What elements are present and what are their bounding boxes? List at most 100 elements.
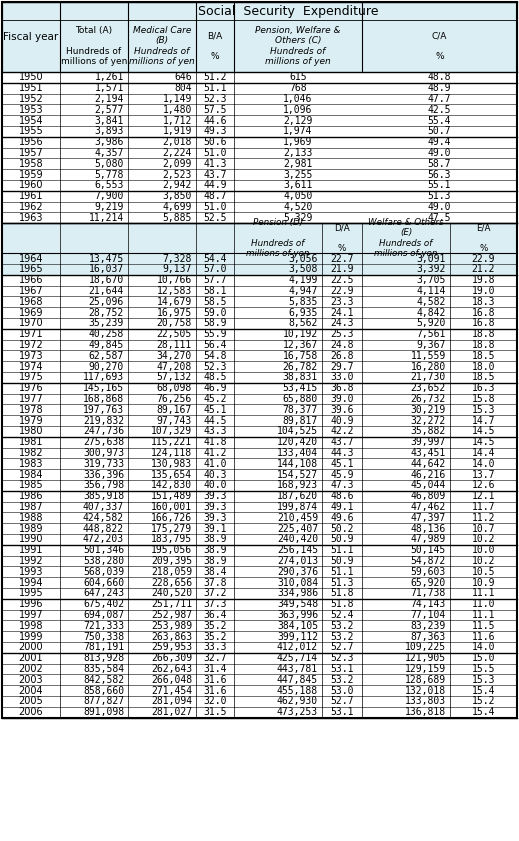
Text: 5,835: 5,835 [289, 297, 318, 307]
Text: 38.9: 38.9 [203, 534, 227, 544]
Bar [2, 115, 517, 126]
Text: 47.5: 47.5 [428, 213, 451, 223]
Text: 290,376: 290,376 [277, 567, 318, 577]
Text: 225,407: 225,407 [277, 524, 318, 533]
Text: 55.1: 55.1 [428, 181, 451, 190]
Text: 3,091: 3,091 [417, 254, 446, 263]
Text: 1950: 1950 [19, 72, 43, 82]
Text: 1964: 1964 [19, 254, 43, 263]
Text: 47.3: 47.3 [330, 480, 354, 490]
Text: 51.1: 51.1 [330, 545, 354, 555]
Text: 11,559: 11,559 [411, 351, 446, 361]
Text: 3,986: 3,986 [94, 137, 124, 147]
Text: 12.1: 12.1 [472, 491, 495, 501]
Text: 2002: 2002 [19, 664, 44, 674]
Text: 10,766: 10,766 [157, 275, 192, 285]
Text: 2,129: 2,129 [283, 115, 312, 125]
Text: 43.7: 43.7 [330, 437, 354, 447]
Text: 46,216: 46,216 [411, 469, 446, 479]
Text: 407,337: 407,337 [83, 502, 124, 512]
Text: 49.0: 49.0 [428, 148, 451, 158]
Bar [2, 82, 517, 93]
Text: 15.0: 15.0 [472, 653, 495, 664]
Text: 11.2: 11.2 [472, 513, 495, 523]
Text: 1993: 1993 [19, 567, 43, 577]
Text: 18.5: 18.5 [472, 373, 495, 383]
Text: 219,832: 219,832 [83, 415, 124, 426]
Bar [2, 93, 517, 104]
Text: 281,027: 281,027 [151, 707, 192, 717]
Text: 43.7: 43.7 [203, 170, 227, 180]
Text: B/A

%: B/A % [208, 31, 223, 61]
Text: 1997: 1997 [19, 610, 43, 620]
Text: 52.7: 52.7 [330, 643, 354, 653]
Text: 22.5: 22.5 [330, 275, 354, 285]
Text: 48,136: 48,136 [411, 524, 446, 533]
Text: 144,108: 144,108 [277, 459, 318, 468]
Text: 51.3: 51.3 [428, 191, 451, 201]
Text: 281,094: 281,094 [151, 696, 192, 706]
Text: 1983: 1983 [19, 459, 43, 468]
Text: 41.0: 41.0 [203, 459, 227, 468]
Text: 151,489: 151,489 [151, 491, 192, 501]
Text: 1955: 1955 [19, 126, 44, 136]
Text: 1971: 1971 [19, 329, 43, 339]
Text: 47,462: 47,462 [411, 502, 446, 512]
Text: 50.6: 50.6 [203, 137, 227, 147]
Text: 43,451: 43,451 [411, 448, 446, 458]
Text: 26.8: 26.8 [330, 351, 354, 361]
Bar [2, 307, 517, 318]
Text: 209,395: 209,395 [151, 556, 192, 566]
Text: 646: 646 [174, 72, 192, 82]
Text: 14.0: 14.0 [472, 643, 495, 653]
Text: 443,781: 443,781 [277, 664, 318, 674]
Text: 52.7: 52.7 [330, 696, 354, 706]
Text: 54,872: 54,872 [411, 556, 446, 566]
Text: 51.1: 51.1 [330, 567, 354, 577]
Text: 50.9: 50.9 [330, 534, 354, 544]
Text: 31.4: 31.4 [203, 664, 227, 674]
Text: 10,192: 10,192 [283, 329, 318, 339]
Bar [2, 253, 517, 264]
Text: 4,050: 4,050 [283, 191, 312, 201]
Text: 36.8: 36.8 [330, 383, 354, 394]
Text: 13.7: 13.7 [472, 469, 495, 479]
Text: 53.2: 53.2 [330, 674, 354, 685]
Text: 6,935: 6,935 [289, 308, 318, 318]
Text: 9,367: 9,367 [417, 340, 446, 350]
Bar [2, 286, 517, 296]
Text: 52.4: 52.4 [330, 610, 354, 620]
Text: 15.3: 15.3 [472, 674, 495, 685]
Text: 31.6: 31.6 [203, 685, 227, 696]
Text: 39.6: 39.6 [330, 405, 354, 415]
Text: 97,743: 97,743 [157, 415, 192, 426]
Text: 45.2: 45.2 [203, 394, 227, 404]
Text: 842,582: 842,582 [83, 674, 124, 685]
Text: 10.2: 10.2 [472, 534, 495, 544]
Text: 35,882: 35,882 [411, 426, 446, 436]
Text: 253,989: 253,989 [151, 621, 192, 631]
Bar [2, 361, 517, 372]
Text: 38,831: 38,831 [283, 373, 318, 383]
Text: 47,989: 47,989 [411, 534, 446, 544]
Text: 32.7: 32.7 [203, 653, 227, 664]
Text: 53.0: 53.0 [330, 685, 354, 696]
Text: 45.9: 45.9 [330, 469, 354, 479]
Text: 891,098: 891,098 [83, 707, 124, 717]
Bar [196, 20, 234, 72]
Text: 447,845: 447,845 [277, 674, 318, 685]
Text: 50.2: 50.2 [330, 524, 354, 533]
Text: 35.2: 35.2 [203, 632, 227, 642]
Text: 11.5: 11.5 [472, 621, 495, 631]
Text: 133,803: 133,803 [405, 696, 446, 706]
Text: 54.4: 54.4 [203, 254, 227, 263]
Text: 18,670: 18,670 [89, 275, 124, 285]
Text: 3,611: 3,611 [283, 181, 312, 190]
Text: 3,508: 3,508 [289, 264, 318, 274]
Text: 42.2: 42.2 [330, 426, 354, 436]
Text: 1990: 1990 [19, 534, 43, 544]
Text: 71,738: 71,738 [411, 589, 446, 599]
Text: 15.4: 15.4 [472, 685, 495, 696]
Text: 40.9: 40.9 [330, 415, 354, 426]
Text: 1962: 1962 [19, 202, 43, 212]
